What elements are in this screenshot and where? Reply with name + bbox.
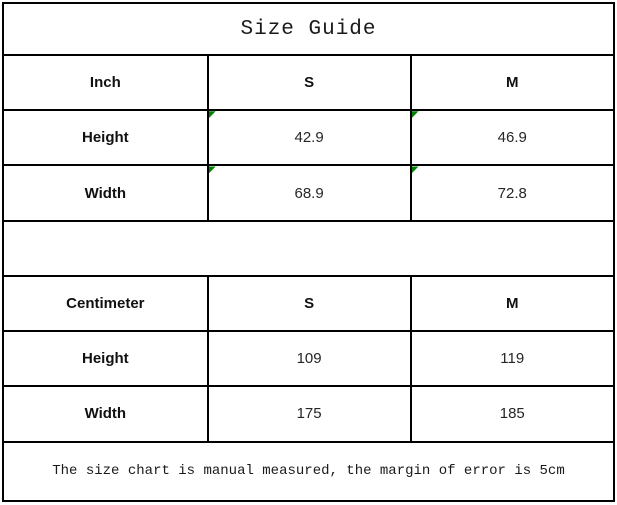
cell-inch-height-m: 46.9 [409, 109, 616, 167]
spacer-row [2, 219, 615, 277]
cm-width-row: Width 175 185 [2, 385, 616, 443]
header-cell-cm-size-m: M [409, 274, 616, 333]
cell-value: 175 [296, 405, 322, 423]
cell-value: 72.8 [497, 184, 527, 202]
footnote-row: The size chart is manual measured, the m… [2, 440, 615, 502]
corner-indicator-icon [209, 112, 216, 119]
page-title: Size Guide [2, 1, 615, 57]
row-label-inch-height: Height [2, 109, 209, 167]
corner-indicator-icon [412, 112, 419, 119]
spacer-cell [2, 219, 615, 277]
corner-indicator-icon [209, 167, 216, 174]
cell-cm-height-m: 119 [409, 330, 616, 388]
row-label-inch-width: Width [2, 164, 209, 222]
cell-cm-width-s: 175 [206, 385, 412, 443]
header-cell-centimeter: Centimeter [2, 274, 209, 333]
corner-indicator-icon [412, 167, 419, 174]
cell-value: 185 [499, 405, 525, 423]
cell-value: 119 [500, 350, 525, 368]
cell-cm-height-s: 109 [206, 330, 412, 388]
centimeter-header-row: Centimeter S M [2, 274, 616, 333]
cell-inch-width-m: 72.8 [409, 164, 616, 222]
inch-height-row: Height 42.9 46.9 [2, 109, 616, 167]
inch-header-row: Inch S M [2, 54, 616, 112]
cm-height-row: Height 109 119 [2, 330, 616, 388]
footnote-text: The size chart is manual measured, the m… [2, 440, 615, 502]
title-row: Size Guide [2, 1, 615, 57]
header-cell-inch-size-s: S [206, 54, 412, 112]
header-cell-inch: Inch [2, 54, 209, 112]
row-label-cm-height: Height [2, 330, 209, 388]
cell-value: 46.9 [497, 129, 527, 147]
cell-value: 68.9 [294, 184, 324, 202]
header-cell-cm-size-s: S [206, 274, 412, 333]
cell-inch-height-s: 42.9 [206, 109, 412, 167]
row-label-cm-width: Width [2, 385, 209, 443]
cell-cm-width-m: 185 [409, 385, 616, 443]
cell-value: 109 [296, 350, 322, 368]
header-cell-inch-size-m: M [409, 54, 616, 112]
inch-width-row: Width 68.9 72.8 [2, 164, 616, 222]
cell-value: 42.9 [294, 129, 324, 147]
cell-inch-width-s: 68.9 [206, 164, 412, 222]
